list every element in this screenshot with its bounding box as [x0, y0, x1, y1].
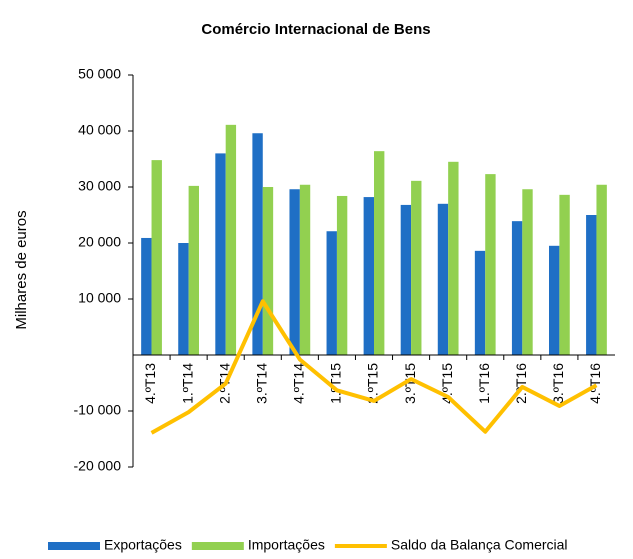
y-tick-label: 20 000: [78, 234, 121, 250]
bar: [522, 189, 533, 355]
bar: [586, 215, 597, 355]
y-axis-label: Milhares de euros: [13, 210, 30, 329]
x-tick-label: 4.ºT14: [291, 363, 307, 404]
bar: [289, 189, 300, 355]
x-tick-label: 3.ºT16: [550, 363, 566, 404]
bar: [411, 180, 422, 355]
bar: [252, 133, 263, 355]
bar: [215, 153, 226, 355]
bar: [178, 243, 189, 355]
bar: [549, 245, 560, 355]
bar: [141, 237, 152, 355]
bar: [225, 124, 237, 355]
bar: [596, 184, 607, 355]
bar: [188, 185, 199, 355]
x-tick-label: 1.ºT15: [328, 363, 344, 404]
y-tick-label: -20 000: [74, 458, 122, 474]
bar: [400, 204, 412, 355]
bar: [437, 203, 449, 355]
x-tick-label: 3.ºT14: [253, 363, 269, 404]
y-tick-label: 30 000: [78, 178, 121, 194]
legend-label: Saldo da Balança Comercial: [391, 537, 568, 553]
x-tick-label: 2.ºT15: [365, 363, 381, 404]
bar: [374, 151, 385, 355]
x-tick-label: 3.ºT15: [402, 363, 418, 404]
bar: [299, 184, 311, 355]
bar: [559, 194, 570, 355]
x-tick-label: 4.ºT16: [587, 363, 603, 404]
bar: [151, 160, 162, 355]
line: [150, 299, 598, 435]
y-tick-label: 40 000: [78, 122, 121, 138]
x-tick-label: 1.ºT16: [476, 363, 492, 404]
bar: [262, 187, 274, 355]
bar: [511, 221, 523, 355]
bar: [448, 161, 459, 355]
y-tick-label: 10 000: [78, 290, 121, 306]
bar: [485, 174, 496, 355]
x-tick-label: 1.ºT14: [179, 363, 195, 404]
legend-swatch: [48, 542, 100, 550]
legend-swatch: [191, 542, 244, 550]
y-tick-label: 50 000: [78, 66, 121, 82]
chart-title: Comércio Internacional de Bens: [201, 21, 430, 38]
x-tick-label: 4.ºT13: [142, 363, 158, 404]
legend-label: Importações: [248, 537, 325, 553]
y-tick-label: -10 000: [74, 402, 122, 418]
bar: [336, 195, 348, 355]
bar: [474, 250, 486, 355]
bar: [363, 197, 374, 355]
legend-label: Exportações: [104, 537, 182, 553]
bar: [326, 231, 337, 355]
